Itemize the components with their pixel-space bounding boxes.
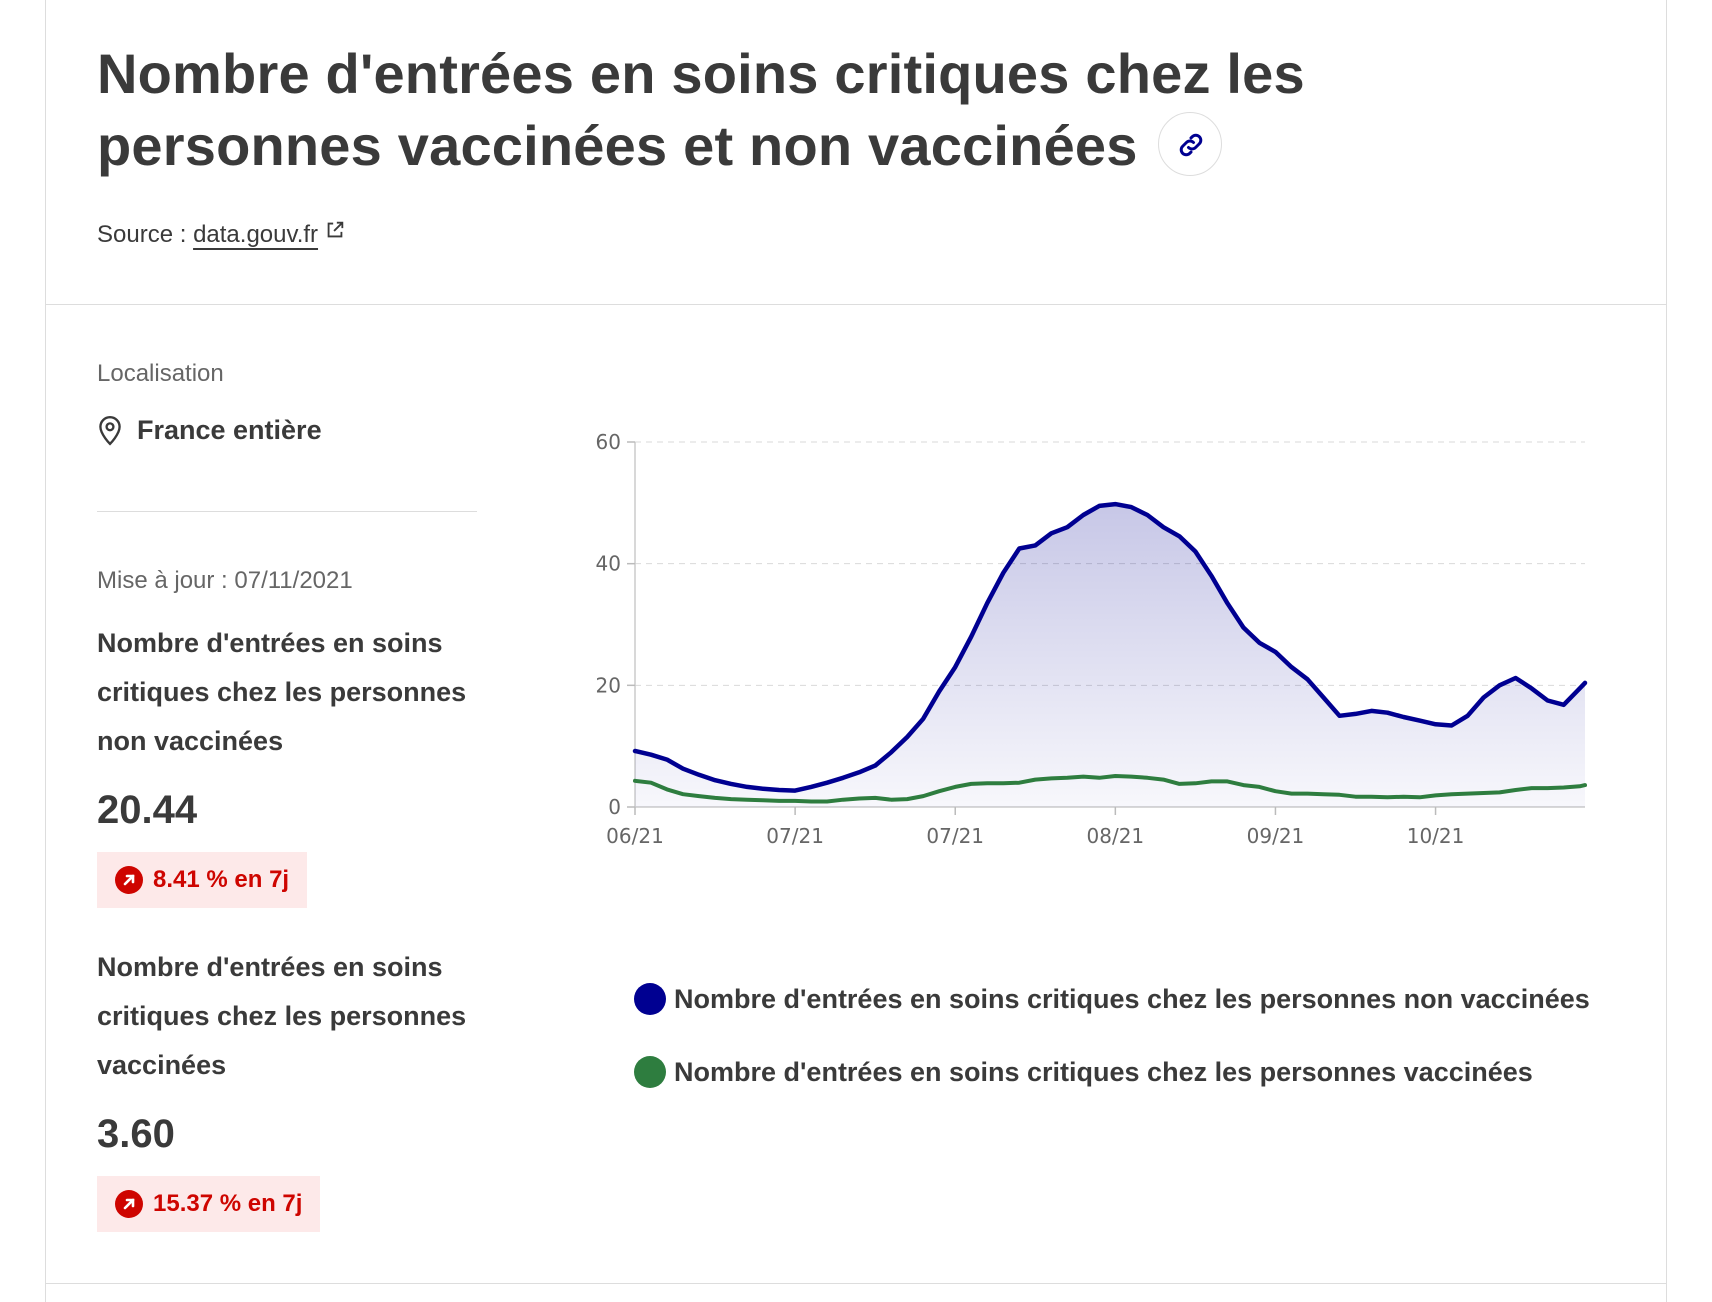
- copy-link-button[interactable]: [1157, 112, 1222, 177]
- x-tick-label: 10/21: [1407, 824, 1465, 848]
- external-link-icon: [324, 219, 346, 248]
- page-title-text: Nombre d'entrées en soins critiques chez…: [97, 42, 1305, 177]
- x-axis-ticks: 06/21 07/21 07/21 08/21 09/21 10/21: [606, 807, 1464, 848]
- y-axis-ticks: 0 20 40 60: [596, 430, 635, 819]
- trend-up-icon: [115, 866, 143, 894]
- x-tick-label: 07/21: [926, 824, 984, 848]
- chart-legend: Nombre d'entrées en soins critiques chez…: [634, 975, 1594, 1121]
- kpi-vaccinated-change: 15.37 % en 7j: [153, 1190, 303, 1217]
- x-tick-label: 09/21: [1247, 824, 1305, 848]
- link-icon: [1179, 133, 1202, 157]
- y-tick-label: 20: [596, 673, 621, 697]
- legend-marker-vaccinated: [634, 1056, 666, 1088]
- map-pin-icon: [99, 416, 121, 446]
- legend-marker-unvaccinated: [634, 983, 666, 1015]
- y-tick-label: 60: [596, 430, 621, 454]
- line-chart: 0 20 40 60 06/21 07/21 07/21 08/21 09/21 10/21: [596, 430, 1588, 848]
- kpi-unvaccinated-change-badge: 8.41 % en 7j: [97, 852, 308, 908]
- x-tick-label: 08/21: [1087, 824, 1145, 848]
- source-link[interactable]: data.gouv.fr: [193, 221, 346, 248]
- x-tick-label: 07/21: [766, 824, 824, 848]
- header-divider: [46, 304, 1666, 305]
- source-link-text: data.gouv.fr: [193, 221, 319, 248]
- sidebar-divider: [97, 511, 477, 512]
- series-line-vaccinated[interactable]: [633, 774, 1587, 804]
- kpi-vaccinated-value: 3.60: [97, 1112, 175, 1156]
- kpi-vaccinated-label: Nombre d'entrées en soins critiques chez…: [97, 952, 467, 1080]
- y-tick-label: 40: [596, 552, 621, 576]
- update-date: Mise à jour : 07/11/2021: [97, 567, 353, 594]
- legend-item-unvaccinated[interactable]: Nombre d'entrées en soins critiques chez…: [634, 975, 1594, 1024]
- y-tick-label: 0: [608, 795, 621, 819]
- footer-divider: [46, 1283, 1666, 1284]
- indicator-card: Nombre d'entrées en soins critiques chez…: [45, 0, 1667, 1302]
- series-layer: [632, 501, 1588, 807]
- legend-label-vaccinated: Nombre d'entrées en soins critiques chez…: [674, 1057, 1533, 1087]
- page-title: Nombre d'entrées en soins critiques chez…: [97, 38, 1397, 182]
- trend-up-icon: [115, 1190, 143, 1218]
- kpi-unvaccinated-value: 20.44: [97, 788, 198, 832]
- series-area-unvaccinated: [635, 504, 1585, 807]
- source-line: Source : data.gouv.fr: [97, 221, 346, 250]
- kpi-vaccinated-change-badge: 15.37 % en 7j: [97, 1176, 321, 1232]
- location-selector[interactable]: France entière: [97, 414, 322, 446]
- location-label: Localisation: [97, 360, 224, 387]
- legend-label-unvaccinated: Nombre d'entrées en soins critiques chez…: [674, 984, 1590, 1014]
- kpi-unvaccinated-label: Nombre d'entrées en soins critiques chez…: [97, 628, 467, 756]
- x-tick-label: 06/21: [606, 824, 664, 848]
- source-label: Source :: [97, 221, 187, 248]
- kpi-unvaccinated-change: 8.41 % en 7j: [153, 866, 290, 893]
- series-line-unvaccinated[interactable]: [632, 501, 1588, 793]
- location-value: France entière: [137, 414, 322, 445]
- legend-item-vaccinated[interactable]: Nombre d'entrées en soins critiques chez…: [634, 1048, 1594, 1097]
